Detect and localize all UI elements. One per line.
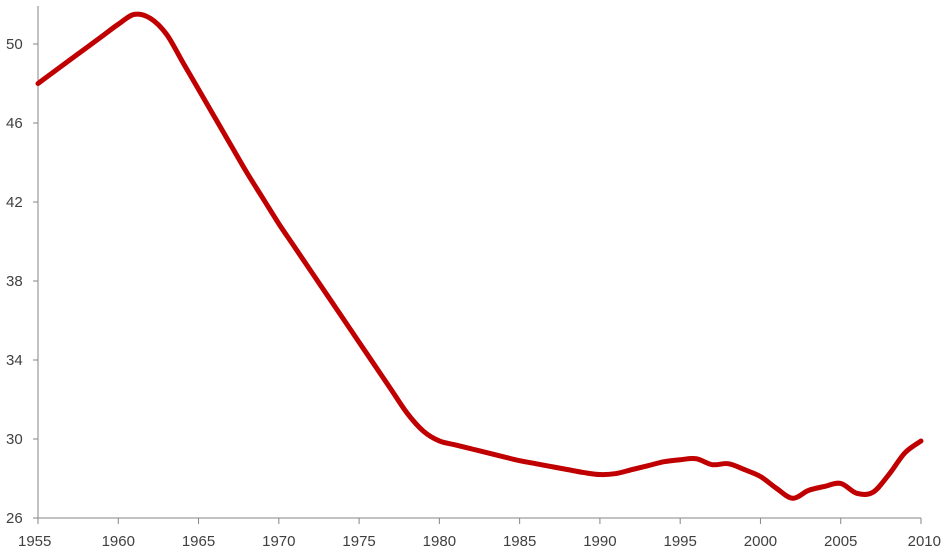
x-tick-label: 2000 (744, 533, 777, 550)
x-tick-label: 2010 (908, 533, 941, 550)
x-tick-label: 1985 (503, 533, 536, 550)
y-tick-label: 46 (6, 115, 23, 132)
x-tick-label: 1980 (423, 533, 456, 550)
x-tick-label: 1975 (342, 533, 375, 550)
y-tick-label: 26 (6, 510, 23, 527)
y-tick-label: 34 (6, 352, 23, 369)
x-tick-label: 1970 (262, 533, 295, 550)
x-tick-label: 1960 (102, 533, 135, 550)
y-tick-label: 30 (6, 431, 23, 448)
x-tick-label: 1955 (18, 533, 51, 550)
y-tick-label: 42 (6, 194, 23, 211)
y-tick-label: 38 (6, 273, 23, 290)
x-tick-label: 1995 (663, 533, 696, 550)
x-tick-label: 1990 (583, 533, 616, 550)
series-line (35, 11, 924, 501)
x-tick-label: 1965 (182, 533, 215, 550)
x-tick-label: 2005 (824, 533, 857, 550)
y-tick-label: 50 (6, 36, 23, 53)
